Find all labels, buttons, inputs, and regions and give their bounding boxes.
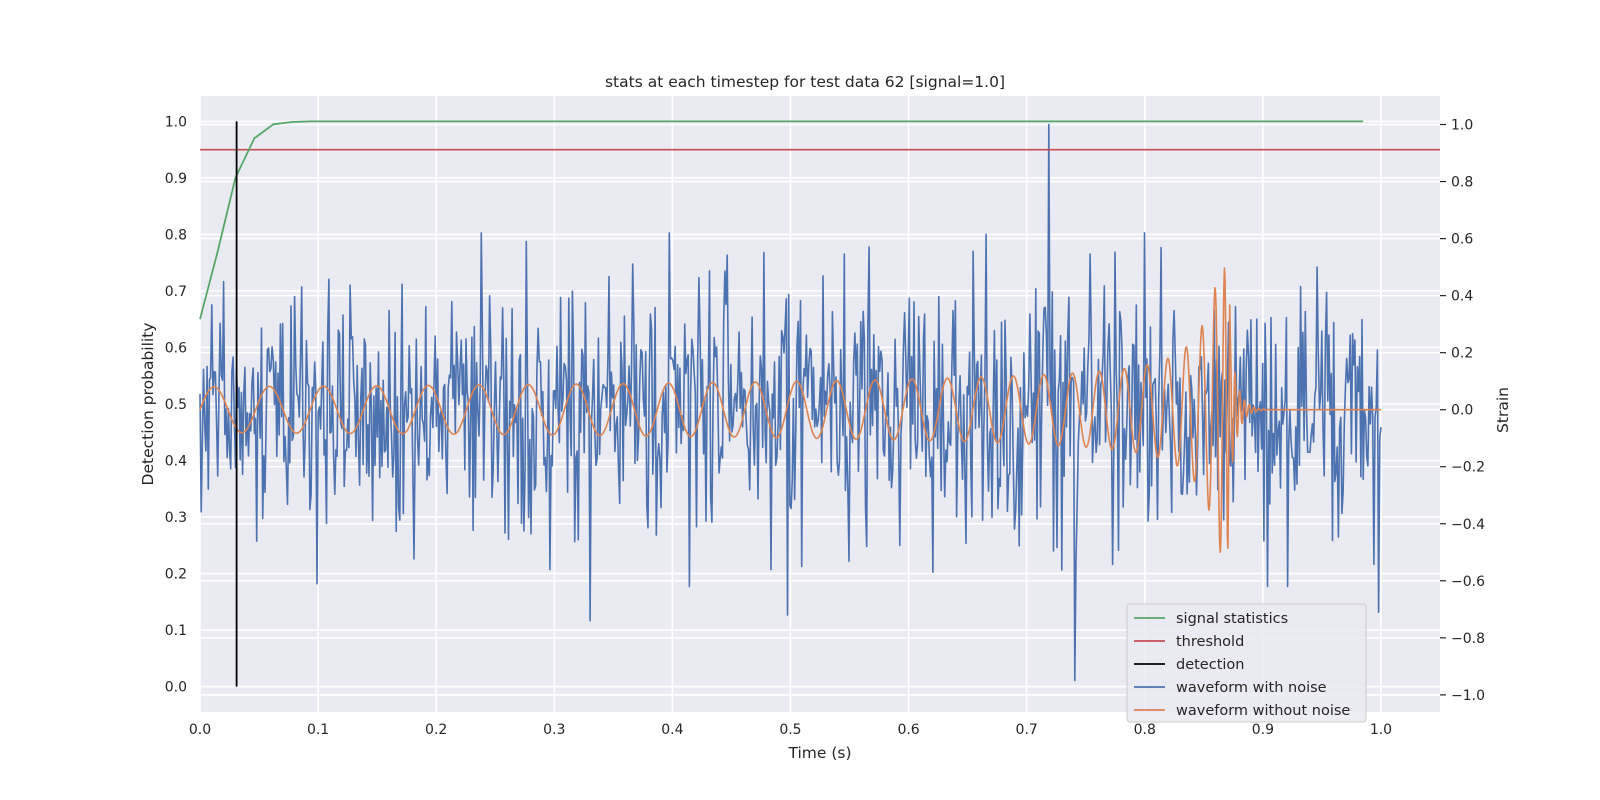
right-y-tick-label: 0.4	[1451, 289, 1473, 305]
legend-label-waveform-with-noise: waveform with noise	[1176, 680, 1327, 696]
right-y-axis-label: Strain	[1494, 387, 1512, 433]
right-y-tick-label: 0.6	[1451, 232, 1473, 248]
x-tick-label: 1.0	[1370, 722, 1392, 738]
x-tick-label: 0.5	[779, 722, 801, 738]
x-tick-label: 0.7	[1016, 722, 1038, 738]
legend-label-threshold: threshold	[1176, 634, 1244, 650]
x-tick-label: 0.2	[425, 722, 447, 738]
left-y-tick-label: 0.9	[165, 171, 187, 187]
left-y-tick-label: 1.0	[165, 114, 187, 130]
left-y-tick-label: 0.5	[165, 397, 187, 413]
x-tick-label: 0.3	[543, 722, 565, 738]
left-y-tick-labels: 0.0 0.1 0.2 0.3 0.4 0.5 0.6 0.7 0.8 0.9 1.0	[165, 114, 187, 695]
chart-title: stats at each timestep for test data 62 …	[605, 73, 1005, 91]
right-y-tick-label: 0.2	[1451, 346, 1473, 362]
left-y-tick-label: 0.1	[165, 623, 187, 639]
right-y-tick-label: −0.8	[1451, 631, 1485, 647]
legend-label-signal-statistics: signal statistics	[1176, 611, 1288, 627]
x-tick-label: 0.9	[1252, 722, 1274, 738]
legend: signal statistics threshold detection wavef…	[1126, 603, 1367, 723]
legend-box	[1126, 603, 1367, 723]
right-y-tick-label: 0.8	[1451, 175, 1473, 191]
series-waveform-with-noise	[199, 123, 1382, 682]
left-y-tick-label: 0.4	[165, 454, 187, 470]
right-y-tick-label: −0.2	[1451, 460, 1485, 476]
right-y-tick-label: −0.4	[1451, 517, 1485, 533]
x-tick-label: 0.4	[661, 722, 683, 738]
series-waveform-without-noise	[199, 267, 1382, 554]
right-y-tick-labels: −1.0 −0.8 −0.6 −0.4 −0.2 0.0 0.2 0.4 0.6 0.8 1.0	[1440, 118, 1485, 704]
left-y-tick-label: 0.2	[165, 567, 187, 583]
legend-label-waveform-without-noise: waveform without noise	[1176, 703, 1350, 719]
left-y-tick-label: 0.6	[165, 340, 187, 356]
x-axis-label: Time (s)	[787, 744, 851, 762]
x-tick-label: 0.8	[1134, 722, 1156, 738]
x-tick-label: 0.1	[307, 722, 329, 738]
x-tick-labels: 0.0 0.1 0.2 0.3 0.4 0.5 0.6 0.7 0.8 0.9 1.0	[189, 722, 1392, 738]
series-signal-statistics	[199, 120, 1364, 320]
left-y-tick-label: 0.3	[165, 510, 187, 526]
left-y-tick-label: 0.7	[165, 284, 187, 300]
left-y-tick-label: 0.0	[165, 680, 187, 696]
series-layer	[199, 120, 1440, 687]
x-tick-label: 0.0	[189, 722, 211, 738]
right-y-tick-label: −1.0	[1451, 688, 1485, 704]
right-y-tick-label: 0.0	[1451, 403, 1473, 419]
left-y-tick-label: 0.8	[165, 227, 187, 243]
left-y-axis-label: Detection probability	[139, 323, 157, 486]
x-tick-label: 0.6	[897, 722, 919, 738]
right-y-tick-label: −0.6	[1451, 574, 1485, 590]
legend-label-detection: detection	[1176, 657, 1244, 673]
right-y-tick-label: 1.0	[1451, 118, 1473, 134]
